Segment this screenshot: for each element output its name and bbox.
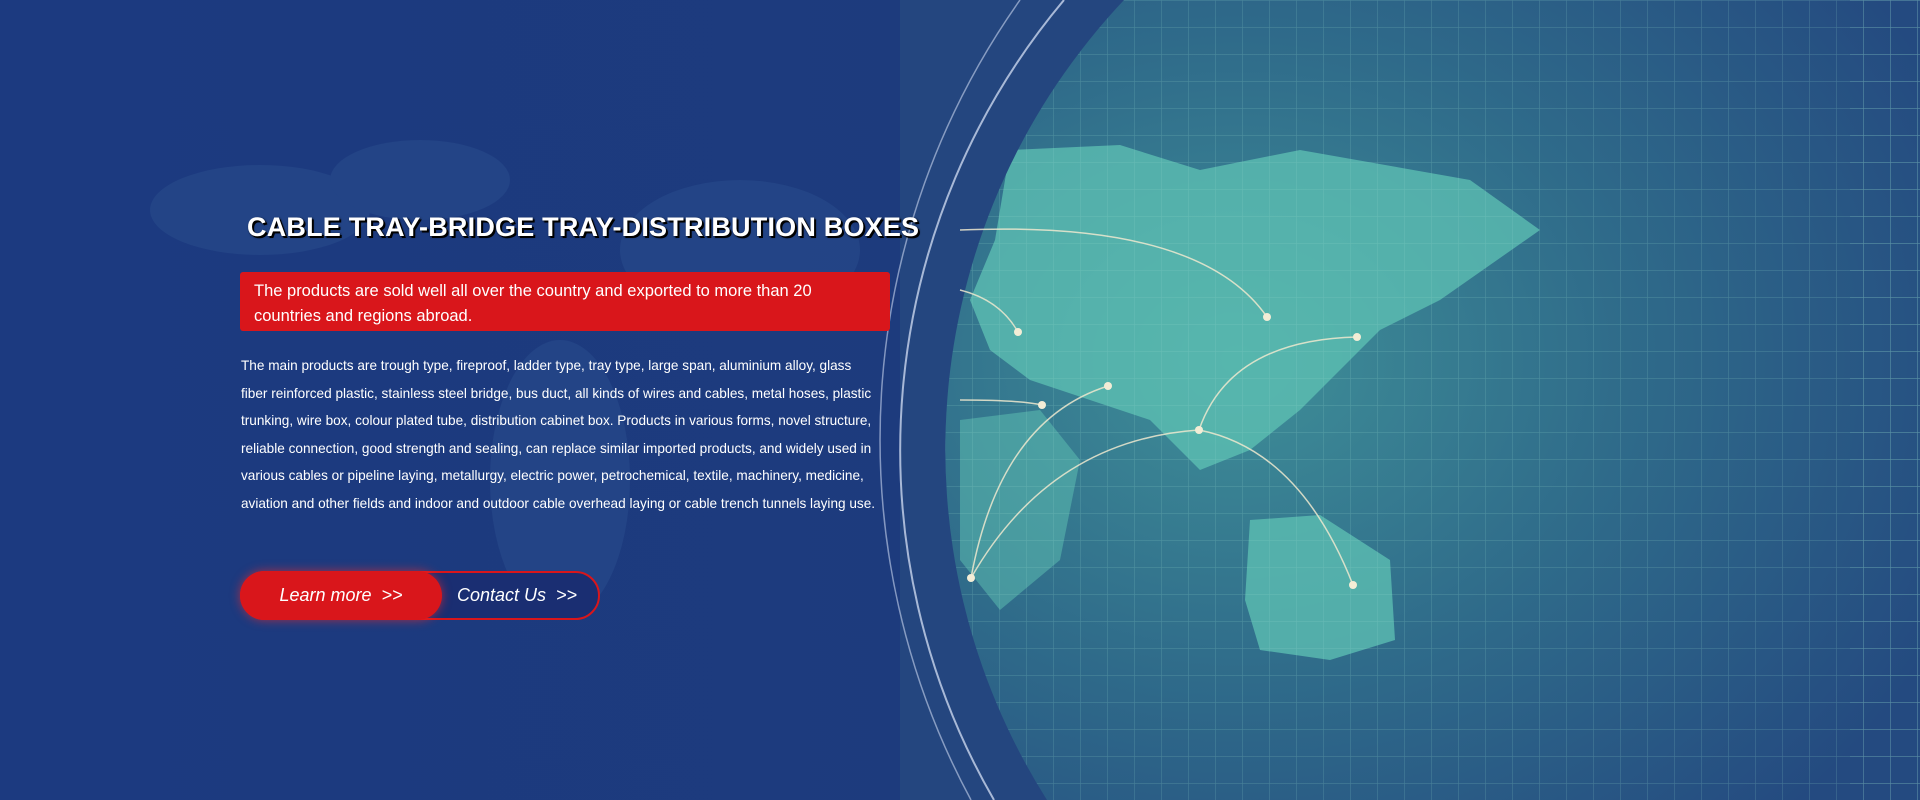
learn-more-button[interactable]: Learn more >> [240,571,442,620]
banner-title: CABLE TRAY-BRIDGE TRAY-DISTRIBUTION BOXE… [247,212,920,242]
button-group: Learn more >> Contact Us >> [240,571,600,620]
contact-us-button[interactable]: Contact Us >> [457,585,578,605]
highlight-box: The products are sold well all over the … [240,272,890,331]
product-description: The main products are trough type, firep… [241,358,876,511]
